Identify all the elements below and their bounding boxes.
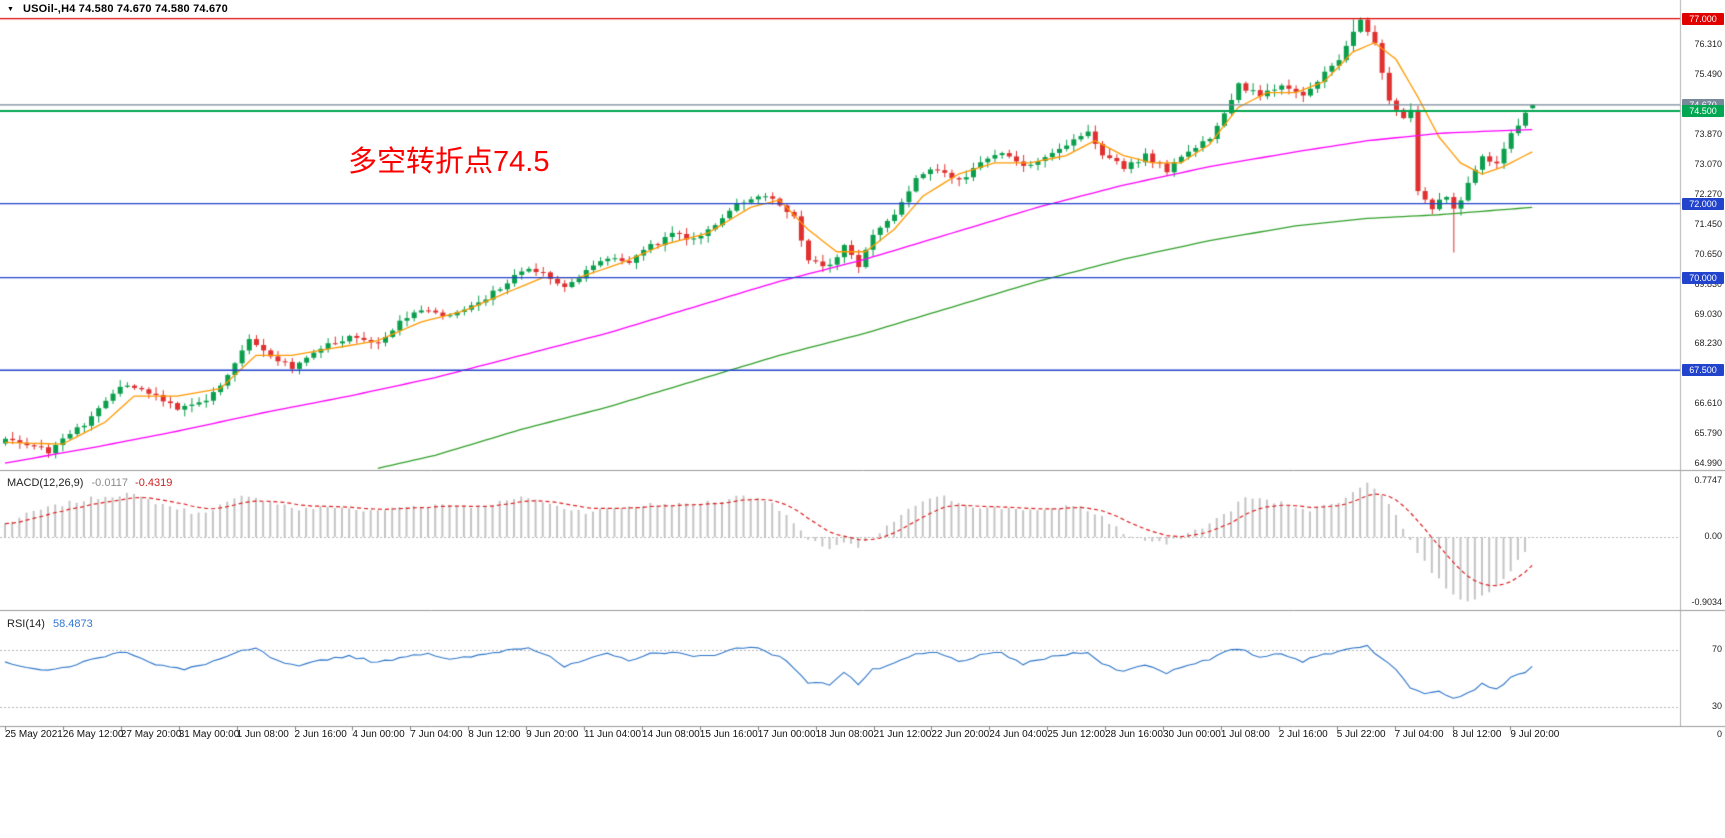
time-label: 7 Jul 04:00 bbox=[1394, 729, 1444, 740]
price-scale-tick: 69.030 bbox=[1694, 308, 1722, 319]
macd-signal-value: -0.4319 bbox=[135, 477, 173, 489]
time-label: 25 Jun 12:00 bbox=[1047, 729, 1106, 740]
price-scale-tick: 70.650 bbox=[1694, 248, 1722, 259]
time-label: 31 May 00:00 bbox=[178, 729, 240, 740]
price-scale-tick: 75.490 bbox=[1694, 69, 1722, 80]
time-label: 2 Jul 16:00 bbox=[1278, 729, 1328, 740]
price-scale-tick: 73.070 bbox=[1694, 159, 1722, 170]
time-label: 2 Jun 16:00 bbox=[294, 729, 347, 740]
time-label: 14 Jun 08:00 bbox=[641, 729, 700, 740]
time-label: 5 Jul 22:00 bbox=[1336, 729, 1386, 740]
time-label: 18 Jun 08:00 bbox=[815, 729, 874, 740]
macd-name: MACD(12,26,9) bbox=[7, 477, 84, 489]
price-tag-74.500: 74.500 bbox=[1682, 105, 1724, 118]
rsi-indicator-label: RSI(14) 58.4873 bbox=[7, 618, 93, 630]
macd-indicator-label: MACD(12,26,9) -0.0117 -0.4319 bbox=[7, 477, 172, 489]
time-label: 24 Jun 04:00 bbox=[989, 729, 1048, 740]
time-label: 15 Jun 16:00 bbox=[699, 729, 758, 740]
macd-scale-min: -0.9034 bbox=[1691, 597, 1722, 607]
price-scale-tick: 72.270 bbox=[1694, 188, 1722, 199]
time-label: 28 Jun 16:00 bbox=[1105, 729, 1163, 740]
macd-scale-zero: 0.00 bbox=[1704, 531, 1722, 541]
price-scale-tick: 65.790 bbox=[1694, 428, 1722, 439]
price-scale-tick: 64.990 bbox=[1694, 458, 1722, 469]
chart-title-bar: ▼ USOil-,H4 74.580 74.670 74.580 74.670 bbox=[7, 3, 228, 15]
rsi-name: RSI(14) bbox=[7, 618, 45, 630]
rsi-level-30-label: 30 bbox=[1711, 701, 1722, 711]
time-label: 11 Jun 04:00 bbox=[584, 729, 642, 740]
axis-corner-label: 0 bbox=[1716, 729, 1722, 739]
chart-expand-icon[interactable]: ▼ bbox=[7, 6, 14, 13]
time-label: 9 Jun 20:00 bbox=[526, 729, 579, 740]
macd-scale-max: 0.7747 bbox=[1694, 475, 1722, 485]
time-label: 7 Jun 04:00 bbox=[410, 729, 463, 740]
annotation-text: 多空转折点74.5 bbox=[348, 146, 550, 178]
time-label: 27 May 20:00 bbox=[120, 729, 182, 740]
time-label: 1 Jun 08:00 bbox=[236, 729, 289, 740]
symbol-period-ohlc-title: USOil-,H4 74.580 74.670 74.580 74.670 bbox=[23, 3, 228, 15]
price-scale-tick: 71.450 bbox=[1694, 218, 1722, 229]
price-tag-77.000: 77.000 bbox=[1682, 12, 1724, 25]
time-label: 21 Jun 12:00 bbox=[873, 729, 932, 740]
price-scale-tick: 69.830 bbox=[1694, 278, 1722, 289]
rsi-level-70-label: 70 bbox=[1711, 644, 1722, 654]
time-label: 30 Jun 00:00 bbox=[1163, 729, 1221, 740]
time-label: 25 May 2021 bbox=[5, 729, 63, 740]
time-label: 4 Jun 00:00 bbox=[352, 729, 405, 740]
price-tag-72.000: 72.000 bbox=[1682, 197, 1724, 210]
time-label: 1 Jul 08:00 bbox=[1220, 729, 1270, 740]
time-label: 17 Jun 00:00 bbox=[757, 729, 816, 740]
macd-current-value: -0.0117 bbox=[91, 477, 128, 489]
price-scale-tick: 73.870 bbox=[1694, 129, 1722, 140]
price-tag-67.500: 67.500 bbox=[1682, 364, 1724, 377]
price-tag-70.000: 70.000 bbox=[1682, 271, 1724, 284]
price-scale-tick: 76.310 bbox=[1694, 39, 1722, 50]
time-label: 8 Jun 12:00 bbox=[468, 729, 521, 740]
time-label: 8 Jul 12:00 bbox=[1452, 729, 1502, 740]
rsi-current-value: 58.4873 bbox=[52, 618, 93, 630]
time-label: 22 Jun 20:00 bbox=[931, 729, 990, 740]
price-scale-tick: 66.610 bbox=[1694, 398, 1722, 409]
time-label: 9 Jul 20:00 bbox=[1510, 729, 1560, 740]
price-scale-tick: 68.230 bbox=[1694, 338, 1722, 349]
time-label: 26 May 12:00 bbox=[62, 729, 124, 740]
